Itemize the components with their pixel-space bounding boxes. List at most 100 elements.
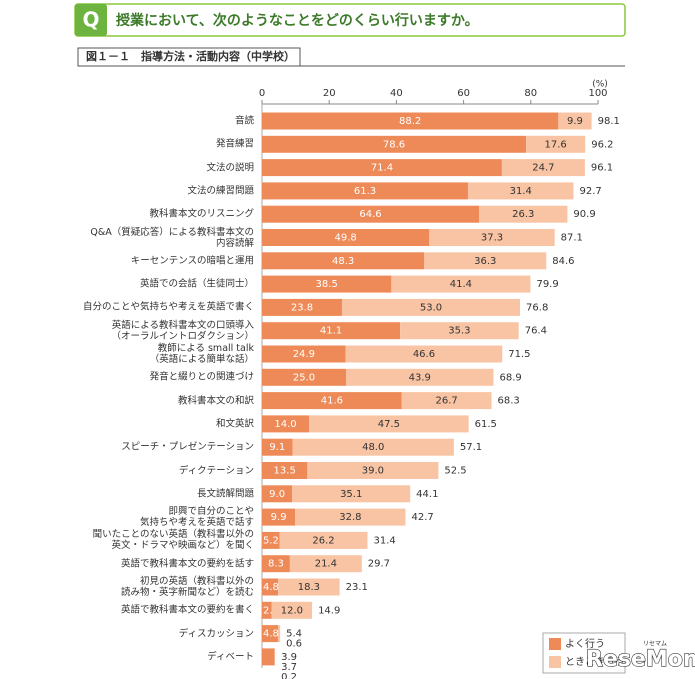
value-label: 17.6	[545, 139, 567, 150]
bar-segment	[292, 485, 411, 503]
bar-segment	[262, 578, 279, 596]
total-label: 23.1	[346, 582, 368, 593]
x-tick-label: 40	[390, 88, 403, 99]
x-tick-label: 100	[588, 88, 607, 99]
bar-segment	[262, 625, 279, 643]
category-label: ディクテーション	[178, 465, 254, 476]
bar-segment	[345, 345, 503, 363]
total-label: 29.7	[368, 559, 390, 570]
value-label: 9.9	[567, 116, 583, 127]
bar-segment	[479, 205, 568, 223]
value-label: 23.8	[291, 302, 313, 313]
bar-segment	[262, 275, 392, 293]
bar-segment	[526, 135, 586, 153]
total-label: 76.4	[525, 326, 547, 337]
value-label: 24.7	[532, 163, 554, 174]
value-label: 2.9	[263, 605, 279, 616]
category-label: 音読	[234, 115, 254, 127]
value-label: 35.3	[448, 326, 470, 337]
bar-segment	[262, 485, 293, 503]
bar-segment	[274, 648, 276, 666]
category-label: 英語での会話（生徒同士）	[139, 278, 254, 290]
value-label: 53.0	[420, 302, 442, 313]
category-label: 英語で教科書本文の要約を書く	[120, 604, 254, 616]
bar-segment	[262, 135, 527, 153]
value-label: 41.6	[321, 396, 343, 407]
value-label: 18.3	[298, 582, 320, 593]
bar-segment	[391, 275, 531, 293]
bar-segment	[262, 462, 308, 479]
value-label: 4.8	[263, 629, 279, 640]
category-label: 即興で自分のことや 気持ちや考えを英語で話す	[139, 506, 254, 529]
total-label: 44.1	[416, 489, 438, 500]
bar-segment	[467, 182, 574, 200]
bar-segment	[262, 112, 559, 130]
value-label: 71.4	[371, 163, 393, 174]
badge-bg	[75, 4, 107, 36]
value-label: 12.0	[281, 605, 303, 616]
category-label: 発音と綴りとの関連づけ	[149, 371, 254, 383]
x-tick-label: 0	[259, 88, 265, 99]
value-label: 3.7	[281, 662, 297, 673]
bar-segment	[262, 438, 293, 456]
bar-segment	[309, 415, 469, 433]
total-label: 14.9	[318, 605, 340, 616]
total-label: 79.9	[536, 279, 558, 290]
category-label: 和文英訳	[215, 418, 254, 430]
category-label: 聞いたことのない英語（教科書以外の 英文・ドラマや映画など）を聞く	[92, 529, 254, 552]
value-label: 0.2	[281, 672, 297, 679]
total-label: 68.9	[500, 372, 522, 383]
value-label: 25.0	[293, 372, 315, 383]
value-label: 26.7	[435, 396, 457, 407]
value-label: 47.5	[378, 419, 400, 430]
bar-segment	[262, 531, 280, 549]
bar-segment	[346, 368, 494, 386]
chart-title: 図１－１ 指導方法・活動内容（中学校）	[86, 49, 295, 63]
bar-segment	[262, 392, 402, 410]
bar-segment	[558, 112, 592, 130]
bar-segment	[262, 508, 296, 526]
bar-segment	[400, 322, 519, 340]
total-label: 31.4	[374, 535, 396, 546]
total-label: 57.1	[460, 442, 482, 453]
x-tick-label: 80	[524, 88, 537, 99]
category-label: 教師による small talk （英語による簡単な話）	[149, 343, 254, 365]
bar-segment	[262, 368, 346, 386]
legend-swatch	[549, 638, 561, 650]
category-label: 発音練習	[215, 138, 254, 150]
bar-segment	[262, 205, 480, 223]
bar-segment	[262, 648, 275, 666]
value-label: 0.6	[286, 639, 302, 650]
total-label: 68.3	[497, 396, 519, 407]
bar-segment	[262, 182, 468, 200]
value-label: 9.0	[269, 489, 285, 500]
category-label: 長文読解問題	[196, 488, 254, 500]
total-label: 92.7	[579, 186, 601, 197]
unit: (%)	[592, 80, 608, 90]
value-label: 41.1	[320, 326, 342, 337]
bar-segment	[262, 298, 342, 316]
value-label: 61.3	[354, 186, 376, 197]
bar-segment	[262, 229, 430, 246]
total-label: 76.8	[526, 302, 548, 313]
bar-segment	[289, 555, 362, 573]
value-label: 36.3	[474, 256, 496, 267]
total-label: 98.1	[598, 116, 620, 127]
value-label: 9.1	[269, 442, 285, 453]
badge: Q	[82, 8, 99, 32]
value-label: 8.3	[268, 559, 284, 570]
category-label: 教科書本文のリスニング	[149, 208, 254, 220]
x-tick-label: 20	[323, 88, 336, 99]
value-label: 49.8	[335, 233, 357, 244]
category-label: ディスカッション	[178, 628, 254, 640]
legend-label: よく行う	[565, 637, 605, 650]
total-label: 96.1	[591, 163, 613, 174]
bar-segment	[307, 462, 439, 479]
value-label: 24.9	[293, 349, 315, 360]
category-label: キーセンテンスの暗唱と運用	[130, 255, 254, 267]
category-label: ディベート	[207, 651, 254, 663]
legend-label: ときどき行う	[565, 655, 625, 668]
value-label: 5.2	[263, 535, 279, 546]
